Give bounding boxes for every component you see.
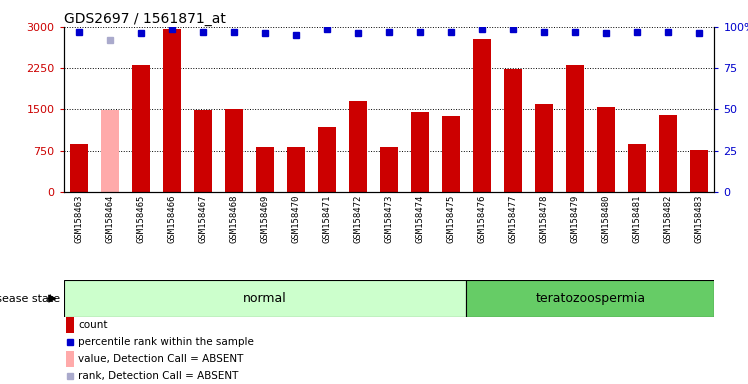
Bar [132,65,150,192]
Text: GSM158479: GSM158479 [571,195,580,243]
Text: GSM158472: GSM158472 [354,195,363,243]
Bar [628,144,646,192]
Text: value, Detection Call = ABSENT: value, Detection Call = ABSENT [79,354,244,364]
Bar [194,110,212,192]
Bar [380,147,398,192]
Text: GSM158471: GSM158471 [322,195,331,243]
Bar [597,107,615,192]
Text: GSM158477: GSM158477 [509,195,518,243]
Bar [101,110,120,192]
Text: GSM158475: GSM158475 [447,195,456,243]
Text: normal: normal [243,292,287,305]
Bar [503,69,522,192]
Text: disease state: disease state [0,293,60,304]
Bar [349,101,367,192]
Text: GSM158474: GSM158474 [415,195,424,243]
Text: GSM158476: GSM158476 [477,195,486,243]
Text: GSM158483: GSM158483 [694,195,703,243]
Bar [163,28,181,192]
Text: GSM158478: GSM158478 [539,195,548,243]
Text: GSM158470: GSM158470 [292,195,301,243]
Bar [66,351,74,367]
Text: GSM158465: GSM158465 [137,195,146,243]
Bar [441,116,460,192]
Text: GSM158468: GSM158468 [230,195,239,243]
Text: GSM158469: GSM158469 [260,195,269,243]
Text: GSM158464: GSM158464 [105,195,114,243]
Bar [64,280,467,317]
Bar [224,109,243,192]
Text: GSM158463: GSM158463 [75,195,84,243]
Text: teratozoospermia: teratozoospermia [536,292,646,305]
Bar [535,104,554,192]
Text: GSM158473: GSM158473 [384,195,393,243]
Text: GSM158481: GSM158481 [632,195,641,243]
Bar [565,65,584,192]
Text: GSM158467: GSM158467 [198,195,207,243]
Text: GSM158482: GSM158482 [663,195,672,243]
Bar [318,127,337,192]
Bar [256,147,275,192]
Text: GSM158480: GSM158480 [601,195,610,243]
Text: GDS2697 / 1561871_at: GDS2697 / 1561871_at [64,12,225,26]
Bar [467,280,714,317]
Bar [66,317,74,333]
Bar [70,144,88,192]
Bar [286,147,305,192]
Text: percentile rank within the sample: percentile rank within the sample [79,337,254,347]
Bar [658,116,677,192]
Text: GSM158466: GSM158466 [168,195,177,243]
Bar [411,112,429,192]
Text: count: count [79,320,108,330]
Bar [690,150,708,192]
Bar [473,39,491,192]
Text: rank, Detection Call = ABSENT: rank, Detection Call = ABSENT [79,371,239,381]
